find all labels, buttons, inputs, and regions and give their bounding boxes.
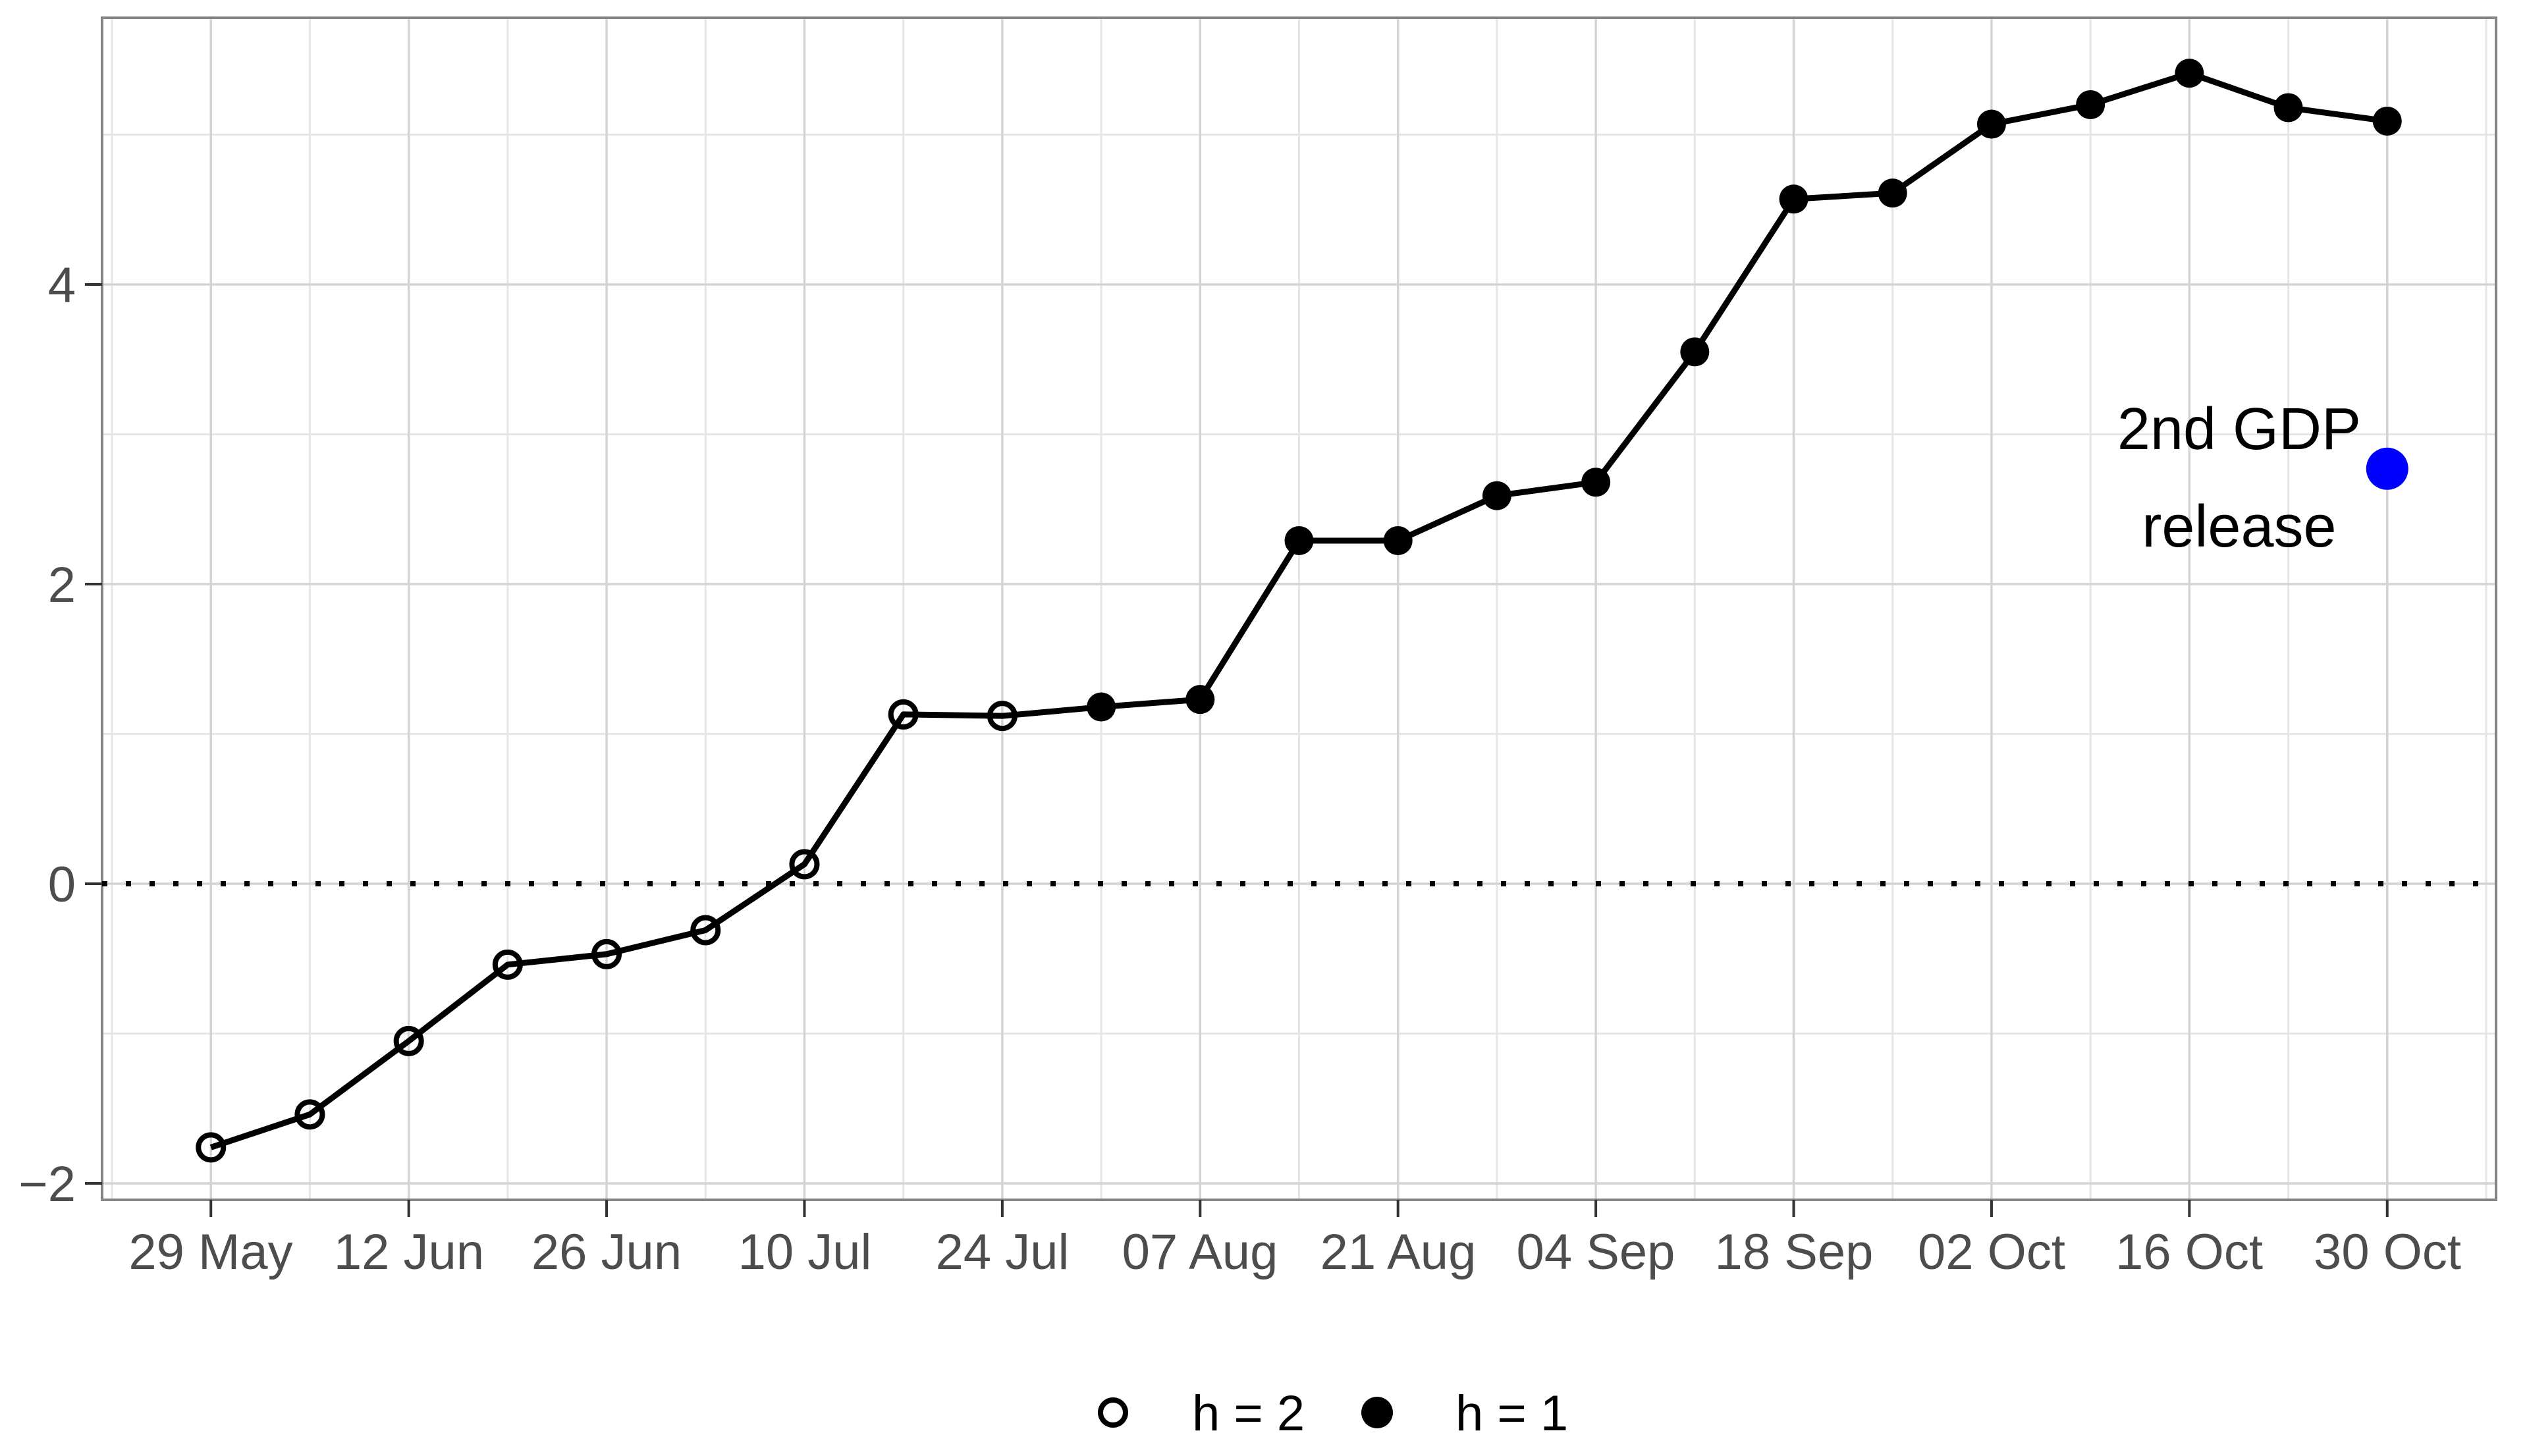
gdp-release-point: [2366, 447, 2408, 490]
data-point-filled-h1: [1878, 178, 1907, 208]
y-tick-label: 0: [48, 857, 76, 913]
x-tick-label: 10 Jul: [738, 1224, 872, 1280]
data-point-open-h2: [393, 1025, 424, 1056]
data-point-filled-h1: [1087, 692, 1116, 722]
x-tick-label: 18 Sep: [1715, 1224, 1874, 1280]
data-point-filled-h1: [1779, 184, 1808, 214]
x-tick-label: 21 Aug: [1320, 1224, 1477, 1280]
x-tick-label: 16 Oct: [2115, 1224, 2263, 1280]
data-point-filled-h1: [1185, 685, 1215, 715]
data-point-filled-h1: [1383, 526, 1413, 555]
x-tick-label: 02 Oct: [1918, 1224, 2065, 1280]
data-point-open-h2: [492, 949, 523, 980]
data-point-filled-h1: [1581, 468, 1611, 497]
data-point-filled-h1: [2372, 106, 2402, 136]
x-tick-label: 04 Sep: [1517, 1224, 1675, 1280]
data-point-open-h2: [690, 915, 721, 946]
y-tick-label: −2: [18, 1156, 76, 1212]
data-point-open-h2: [987, 701, 1018, 732]
panel-border: [101, 16, 2497, 1201]
legend-label-h1: h = 1: [1455, 1386, 1568, 1442]
x-tick-label: 07 Aug: [1122, 1224, 1278, 1280]
data-point-filled-h1: [1284, 526, 1314, 555]
data-point-filled-h1: [2175, 59, 2204, 88]
legend-open-circle-icon: [1098, 1397, 1128, 1428]
y-tick-label: 2: [48, 557, 76, 613]
data-point-filled-h1: [1976, 109, 2006, 139]
legend-filled-circle-icon: [1361, 1397, 1393, 1428]
x-tick-label: 24 Jul: [936, 1224, 1070, 1280]
data-point-open-h2: [888, 699, 919, 730]
x-tick-label: 29 May: [128, 1224, 292, 1280]
data-point-open-h2: [196, 1132, 227, 1163]
annotation-line-2: release: [2142, 494, 2336, 560]
y-tick-label: 4: [48, 257, 76, 313]
data-point-filled-h1: [2076, 90, 2106, 119]
x-tick-label: 12 Jun: [334, 1224, 484, 1280]
annotation-line-1: 2nd GDP: [2117, 396, 2361, 462]
legend: h = 2 h = 1: [1098, 1386, 1568, 1442]
plot-generated-layer: [85, 16, 2497, 1217]
legend-label-h2: h = 2: [1192, 1386, 1305, 1442]
data-point-filled-h1: [1680, 337, 1710, 367]
data-point-open-h2: [591, 938, 622, 969]
data-point-open-h2: [789, 849, 820, 880]
data-point-filled-h1: [1482, 481, 1511, 510]
x-tick-label: 26 Jun: [531, 1224, 682, 1280]
x-tick-label: 30 Oct: [2314, 1224, 2461, 1280]
data-point-filled-h1: [2273, 93, 2303, 122]
data-point-open-h2: [294, 1099, 325, 1130]
